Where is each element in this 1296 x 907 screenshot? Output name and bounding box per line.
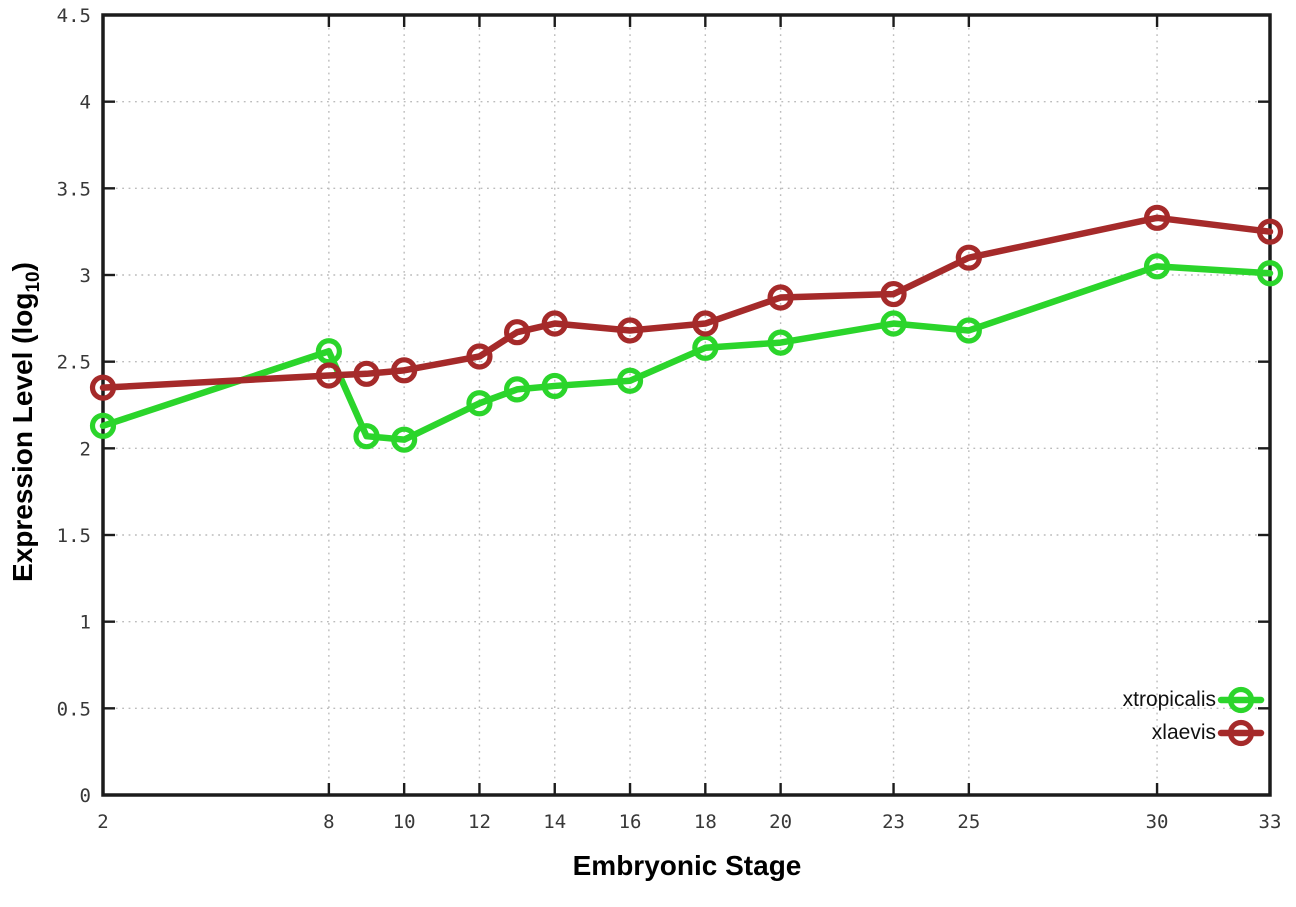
- y-axis-title: Expression Level (log10): [7, 262, 45, 582]
- series-line-xtropicalis: [99, 263, 1274, 443]
- legend-sample-marker-xlaevis: [1227, 719, 1255, 747]
- series-marker-xtropicalis: [541, 372, 568, 400]
- x-tick-label: 10: [393, 811, 416, 833]
- y-tick-label: 0.5: [57, 698, 91, 720]
- x-tick-label: 8: [323, 811, 334, 833]
- series-marker-xlaevis: [955, 244, 982, 271]
- series-marker-xtropicalis: [353, 423, 380, 450]
- series-marker-xlaevis: [616, 317, 644, 344]
- x-tick-label: 25: [957, 811, 980, 833]
- series-marker-xlaevis: [503, 319, 531, 346]
- series-marker-xtropicalis: [1143, 253, 1171, 280]
- y-axis-title-suffix: ): [7, 262, 39, 272]
- x-tick-label: 16: [619, 811, 642, 833]
- series-marker-xlaevis: [466, 343, 493, 370]
- series-marker-xlaevis: [880, 280, 907, 308]
- y-axis-title-prefix: Expression Level (log: [7, 292, 39, 582]
- plot-border: [101, 13, 1272, 797]
- x-tick-label: 12: [468, 811, 491, 833]
- series-marker-xlaevis: [1143, 204, 1171, 231]
- series-marker-xtropicalis: [616, 367, 644, 394]
- legend-label-xtropicalis: xtropicalis: [1122, 688, 1216, 711]
- x-axis-title-text: Embryonic Stage: [572, 850, 802, 881]
- series-marker-xlaevis: [767, 284, 794, 311]
- y-tick-label: 2.5: [57, 352, 91, 374]
- y-tick-label: 1: [80, 612, 91, 634]
- legend-label-xlaevis: xlaevis: [1151, 721, 1216, 744]
- series-marker-xtropicalis: [466, 390, 493, 417]
- x-tick-label: 18: [694, 811, 717, 833]
- y-tick-label: 3: [80, 265, 91, 287]
- y-tick-label: 2: [80, 438, 91, 460]
- series-marker-xtropicalis: [767, 329, 794, 356]
- y-tick-label: 0: [80, 785, 91, 807]
- series-marker-xlaevis: [353, 360, 380, 387]
- y-tick-label: 3.5: [57, 178, 91, 200]
- series-marker-xlaevis: [541, 310, 568, 337]
- x-axis-title: Embryonic Stage: [573, 850, 802, 882]
- y-tick-label: 4: [80, 92, 91, 114]
- series-marker-xlaevis: [89, 374, 117, 401]
- series-marker-xlaevis: [315, 362, 342, 389]
- y-axis-title-subscript: 10: [22, 271, 44, 293]
- x-tick-label: 14: [543, 811, 566, 833]
- series-marker-xtropicalis: [503, 376, 531, 403]
- series-marker-xlaevis: [692, 310, 719, 337]
- series-marker-xtropicalis: [1256, 260, 1284, 287]
- x-tick-label: 20: [769, 811, 792, 833]
- series-marker-xlaevis: [1256, 218, 1284, 245]
- series-line-xlaevis: [99, 214, 1274, 391]
- x-tick-label: 2: [97, 811, 108, 833]
- x-tick-label: 30: [1146, 811, 1169, 833]
- series-marker-xtropicalis: [315, 338, 342, 365]
- series-marker-xtropicalis: [391, 426, 418, 453]
- y-tick-label: 1.5: [57, 525, 91, 547]
- x-tick-label: 33: [1259, 811, 1282, 833]
- series-marker-xtropicalis: [880, 310, 907, 337]
- y-tick-label: 4.5: [57, 5, 91, 27]
- x-tick-label: 23: [882, 811, 905, 833]
- legend-sample-marker-xtropicalis: [1227, 686, 1255, 714]
- series-marker-xlaevis: [391, 357, 418, 384]
- series-marker-xtropicalis: [89, 412, 117, 439]
- series-marker-xtropicalis: [955, 317, 982, 344]
- series-marker-xtropicalis: [692, 334, 719, 361]
